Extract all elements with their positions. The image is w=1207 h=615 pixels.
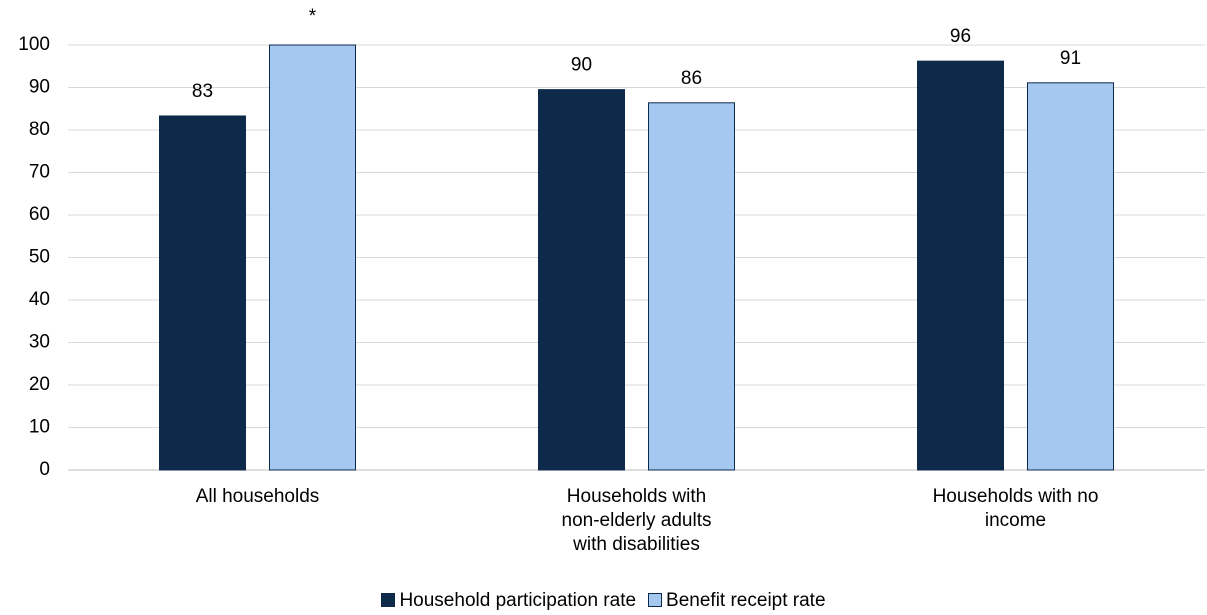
value-label: 83 [192,81,213,102]
legend-label: Benefit receipt rate [666,590,826,611]
x-tick-label: All households [195,486,320,507]
y-tick-label: 80 [29,119,50,140]
bar [159,115,246,471]
y-tick-label: 0 [39,459,50,480]
bar [917,60,1004,471]
x-tick-label: Households with non-elderly adults with … [561,486,712,555]
bar [1027,82,1114,471]
bar [269,44,356,471]
legend-swatch [381,593,396,607]
y-tick-label: 60 [29,204,50,225]
value-label: 96 [950,26,971,47]
legend-swatch [648,593,663,607]
bar [538,89,625,471]
value-label: 90 [571,55,592,76]
y-tick-label: 100 [18,34,50,55]
legend-label: Household participation rate [399,590,637,611]
value-label: 86 [681,68,702,89]
value-label: * [309,6,317,27]
y-tick-label: 70 [29,162,50,183]
legend: Household participation rate Benefit rece… [0,590,1207,612]
y-tick-label: 20 [29,374,50,395]
y-tick-label: 90 [29,77,50,98]
y-tick-label: 30 [29,332,50,353]
y-tick-label: 50 [29,247,50,268]
y-tick-label: 40 [29,289,50,310]
y-tick-label: 10 [29,417,50,438]
value-label: 91 [1060,48,1081,69]
x-tick-label: Households with no income [932,486,1099,531]
bar [648,102,735,471]
legend-item: Benefit receipt rate [648,590,826,612]
legend-item: Household participation rate [381,590,636,612]
